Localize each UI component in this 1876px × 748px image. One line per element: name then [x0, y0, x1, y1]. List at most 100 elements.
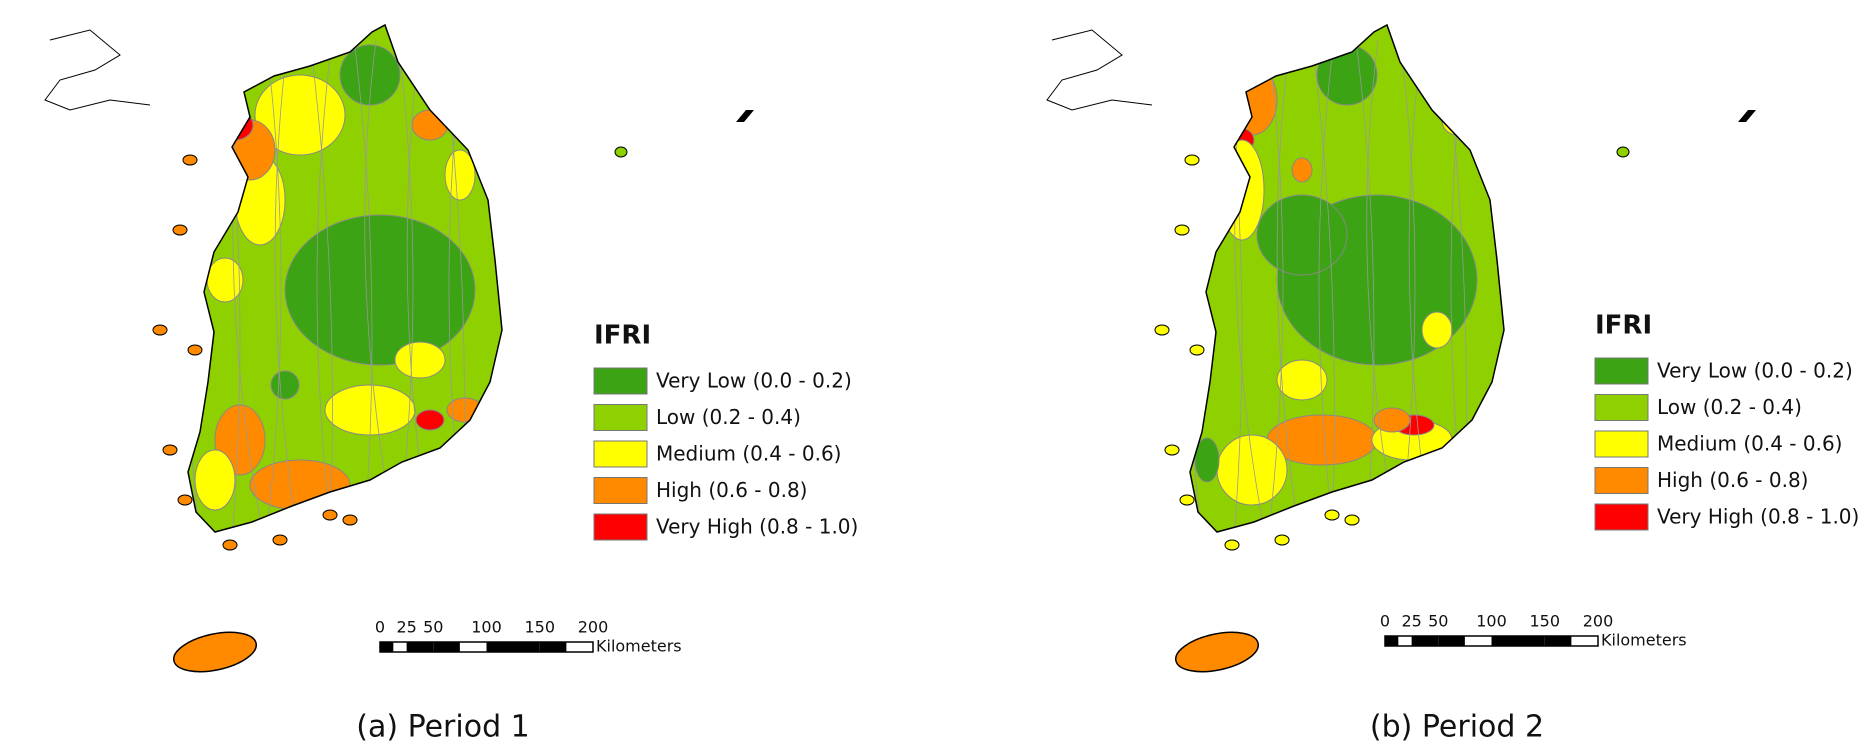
map-panel: [1046, 23, 1756, 673]
legend-label: Medium (0.4 - 0.6): [1657, 432, 1842, 456]
island: [272, 534, 288, 546]
northern-coast: [1046, 29, 1153, 111]
scale-bar-segment: [1385, 636, 1399, 646]
legend-swatch: [593, 477, 648, 504]
region: [270, 370, 300, 400]
region: [339, 44, 401, 106]
island: [1179, 494, 1195, 506]
region: [411, 109, 449, 141]
island: [182, 154, 198, 166]
legend-label: Very Low (0.0 - 0.2): [1657, 359, 1853, 383]
island: [1189, 344, 1205, 356]
legend-label: Very High (0.8 - 1.0): [656, 515, 858, 539]
island: [162, 444, 178, 456]
scale-label: 0: [375, 618, 385, 637]
region: [1256, 194, 1348, 276]
scale-bar-segment: [433, 642, 460, 652]
scale-label: 100: [471, 618, 502, 637]
region: [1421, 311, 1453, 349]
jeju-island: [1174, 631, 1260, 673]
island: [177, 494, 193, 506]
island: [1224, 539, 1240, 551]
district-border: [274, 39, 299, 532]
region: [216, 109, 254, 141]
scale-label: 200: [1583, 612, 1614, 631]
district-border: [1267, 39, 1284, 532]
northern-coast: [44, 29, 151, 111]
legend-swatch: [593, 440, 648, 468]
legend-swatch: [1594, 430, 1649, 458]
scale-unit: Kilometers: [1601, 631, 1687, 650]
scale-label: 0: [1380, 612, 1390, 631]
scale-bar-segment: [1438, 636, 1465, 646]
district-border: [1276, 39, 1301, 532]
scale-label: 150: [524, 618, 555, 637]
scale-bar-segment: [406, 642, 434, 652]
scale-bar-segment: [486, 642, 540, 652]
legend-label: Medium (0.4 - 0.6): [656, 442, 841, 466]
jeju-island: [172, 631, 258, 673]
legend-swatch: [593, 513, 648, 541]
legend-label: Low (0.2 - 0.4): [1657, 395, 1802, 419]
scale-label: 50: [423, 618, 443, 637]
legend-label: High (0.6 - 0.8): [656, 478, 807, 502]
region: [1219, 139, 1265, 241]
scale-bar-segment: [1491, 636, 1545, 646]
scale-label: 100: [1476, 612, 1507, 631]
region: [206, 257, 244, 303]
caption: (a) Period 1: [356, 710, 530, 745]
island: [1344, 514, 1360, 526]
coastline: [1189, 23, 1505, 533]
island: [187, 344, 203, 356]
scale-bar-segment: [539, 642, 567, 652]
island: [1184, 154, 1200, 166]
island: [1274, 534, 1290, 546]
region: [415, 409, 445, 431]
district-border: [1366, 39, 1399, 532]
legend-swatch: [1594, 394, 1649, 421]
scale-label: 150: [1529, 612, 1560, 631]
region: [1441, 104, 1473, 136]
dokdo: [1738, 110, 1756, 122]
caption: (b) Period 2: [1370, 710, 1544, 745]
region: [1226, 64, 1278, 136]
scale-bar-segment: [380, 642, 394, 652]
island: [1164, 444, 1180, 456]
ulleung-island: [1616, 146, 1630, 158]
island: [1174, 224, 1190, 236]
scale-label: 25: [396, 618, 416, 637]
island: [1324, 509, 1340, 521]
region: [284, 214, 476, 366]
region: [1373, 407, 1411, 433]
district-border: [364, 39, 397, 532]
legend-swatch: [1594, 503, 1649, 531]
scale-label: 50: [1428, 612, 1448, 631]
legend-label: Low (0.2 - 0.4): [656, 405, 801, 429]
district-border: [353, 39, 373, 532]
legend-swatch: [1594, 357, 1649, 385]
island: [322, 509, 338, 521]
island: [342, 514, 358, 526]
district-border: [1318, 39, 1335, 532]
legend-swatch: [593, 404, 648, 431]
region: [194, 449, 236, 511]
coastline: [187, 23, 503, 533]
district-border: [309, 39, 333, 532]
district-border: [1311, 39, 1335, 532]
legend-swatch: [1594, 467, 1649, 494]
district-border: [265, 39, 282, 532]
region: [1291, 157, 1313, 183]
legend-label: High (0.6 - 0.8): [1657, 468, 1808, 492]
island: [172, 224, 188, 236]
map-panel: [44, 23, 754, 673]
dokdo: [736, 110, 754, 122]
island: [1154, 324, 1170, 336]
island: [222, 539, 238, 551]
region: [1216, 434, 1288, 506]
scale-bar-segment: [1544, 636, 1572, 646]
district-border: [316, 39, 333, 532]
region: [1276, 359, 1328, 401]
scale-unit: Kilometers: [596, 637, 682, 656]
district-border: [1355, 39, 1375, 532]
